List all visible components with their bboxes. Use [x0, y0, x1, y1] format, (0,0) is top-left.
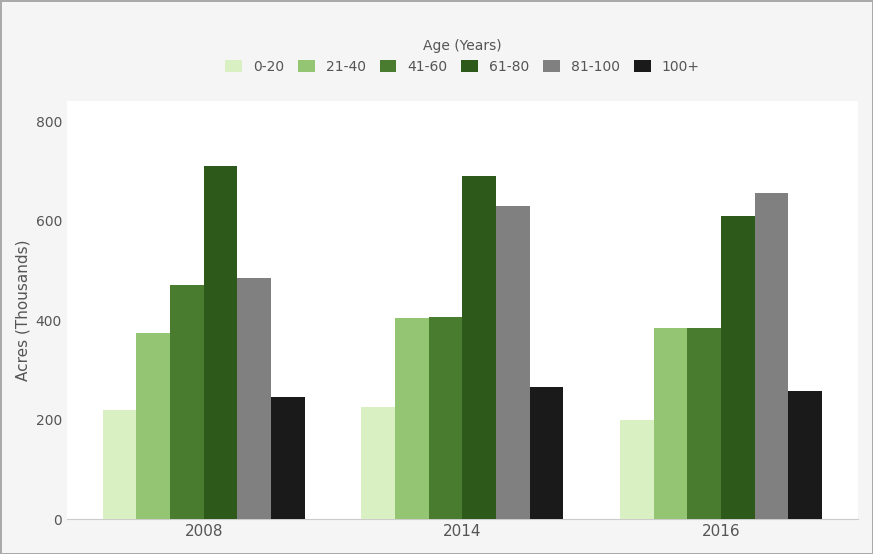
Bar: [620, 420, 654, 519]
Bar: [136, 332, 170, 519]
Legend: 0-20, 21-40, 41-60, 61-80, 81-100, 100+: 0-20, 21-40, 41-60, 61-80, 81-100, 100+: [219, 33, 705, 79]
Bar: [463, 176, 496, 519]
Y-axis label: Acres (Thousands): Acres (Thousands): [15, 239, 30, 381]
Bar: [170, 285, 203, 519]
Bar: [755, 193, 788, 519]
Bar: [203, 166, 237, 519]
Bar: [530, 387, 563, 519]
Bar: [395, 318, 429, 519]
Bar: [271, 397, 305, 519]
Bar: [429, 317, 463, 519]
Bar: [688, 328, 721, 519]
Bar: [654, 328, 688, 519]
Bar: [361, 407, 395, 519]
Bar: [103, 410, 136, 519]
Bar: [237, 278, 271, 519]
Bar: [721, 216, 755, 519]
Bar: [496, 206, 530, 519]
Bar: [788, 391, 822, 519]
